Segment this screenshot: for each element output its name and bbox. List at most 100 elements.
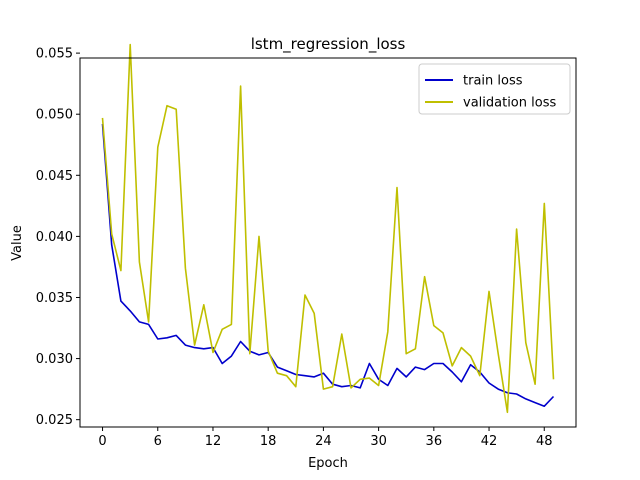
y-axis: 0.025 0.030 0.035 0.040 0.045 0.050 0.055	[36, 47, 80, 428]
data-point	[433, 324, 435, 326]
data-point	[543, 405, 545, 407]
data-point	[267, 350, 269, 352]
data-point	[129, 43, 131, 45]
data-point	[322, 372, 324, 374]
data-point	[221, 328, 223, 330]
data-point	[120, 300, 122, 302]
data-point	[469, 355, 471, 357]
x-tick-label: 36	[426, 434, 443, 449]
data-point	[359, 378, 361, 380]
data-point	[552, 395, 554, 397]
data-point	[515, 228, 517, 230]
data-point	[249, 352, 251, 354]
data-point	[313, 376, 315, 378]
y-tick-label: 0.040	[36, 230, 73, 245]
data-point	[497, 352, 499, 354]
data-point	[534, 401, 536, 403]
y-tick-label: 0.030	[36, 352, 73, 367]
data-point	[239, 340, 241, 342]
data-point	[451, 371, 453, 373]
data-point	[175, 334, 177, 336]
data-point	[341, 333, 343, 335]
chart-title: lstm_regression_loss	[251, 35, 406, 54]
data-point	[460, 346, 462, 348]
x-tick-label: 12	[205, 434, 222, 449]
data-point	[433, 362, 435, 364]
x-axis: 0 6 12 18 24 30 36 42 48	[98, 427, 553, 449]
data-point	[184, 344, 186, 346]
data-point	[525, 341, 527, 343]
data-point	[460, 381, 462, 383]
data-point	[203, 348, 205, 350]
data-point	[405, 352, 407, 354]
x-axis-label: Epoch	[308, 456, 348, 471]
data-point	[534, 383, 536, 385]
data-point	[120, 269, 122, 271]
data-point	[285, 370, 287, 372]
data-point	[414, 366, 416, 368]
data-point	[138, 321, 140, 323]
x-tick-label: 30	[370, 434, 387, 449]
legend-label: train loss	[463, 74, 523, 89]
data-point	[525, 398, 527, 400]
data-point	[488, 382, 490, 384]
data-point	[396, 367, 398, 369]
data-point	[157, 146, 159, 148]
data-point	[322, 388, 324, 390]
y-tick-label: 0.050	[36, 108, 73, 123]
data-point	[387, 384, 389, 386]
y-tick-label: 0.055	[36, 47, 73, 62]
data-point	[304, 374, 306, 376]
data-point	[515, 393, 517, 395]
data-point	[276, 372, 278, 374]
data-point	[506, 411, 508, 413]
data-point	[341, 385, 343, 387]
data-point	[331, 385, 333, 387]
data-point	[212, 351, 214, 353]
data-point	[368, 362, 370, 364]
data-point	[147, 323, 149, 325]
data-point	[442, 362, 444, 364]
data-point	[479, 374, 481, 376]
legend-label: validation loss	[463, 96, 556, 111]
series-line-validation-loss	[101, 43, 555, 414]
data-point	[129, 310, 131, 312]
y-tick-label: 0.025	[36, 413, 73, 428]
data-point	[295, 385, 297, 387]
data-point	[276, 366, 278, 368]
data-point	[175, 108, 177, 110]
data-point	[543, 202, 545, 204]
data-point	[359, 387, 361, 389]
data-point	[258, 354, 260, 356]
data-point	[230, 355, 232, 357]
data-point	[469, 363, 471, 365]
data-point	[423, 368, 425, 370]
data-point	[101, 117, 103, 119]
data-point	[193, 346, 195, 348]
data-point	[166, 104, 168, 106]
plot-frame	[79, 57, 577, 428]
data-point	[157, 338, 159, 340]
data-point	[239, 85, 241, 87]
x-tick-label: 18	[260, 434, 277, 449]
data-point	[488, 290, 490, 292]
x-tick-label: 24	[315, 434, 332, 449]
data-point	[304, 294, 306, 296]
data-point	[258, 235, 260, 237]
data-point	[497, 388, 499, 390]
data-point	[423, 276, 425, 278]
data-point	[285, 374, 287, 376]
plot-background	[80, 58, 576, 427]
plot-area	[79, 43, 577, 428]
data-point	[203, 304, 205, 306]
data-point	[377, 384, 379, 386]
x-tick-label: 6	[154, 434, 162, 449]
data-point	[396, 186, 398, 188]
data-point	[230, 323, 232, 325]
data-point	[387, 330, 389, 332]
data-point	[313, 312, 315, 314]
data-point	[442, 332, 444, 334]
data-point	[111, 233, 113, 235]
